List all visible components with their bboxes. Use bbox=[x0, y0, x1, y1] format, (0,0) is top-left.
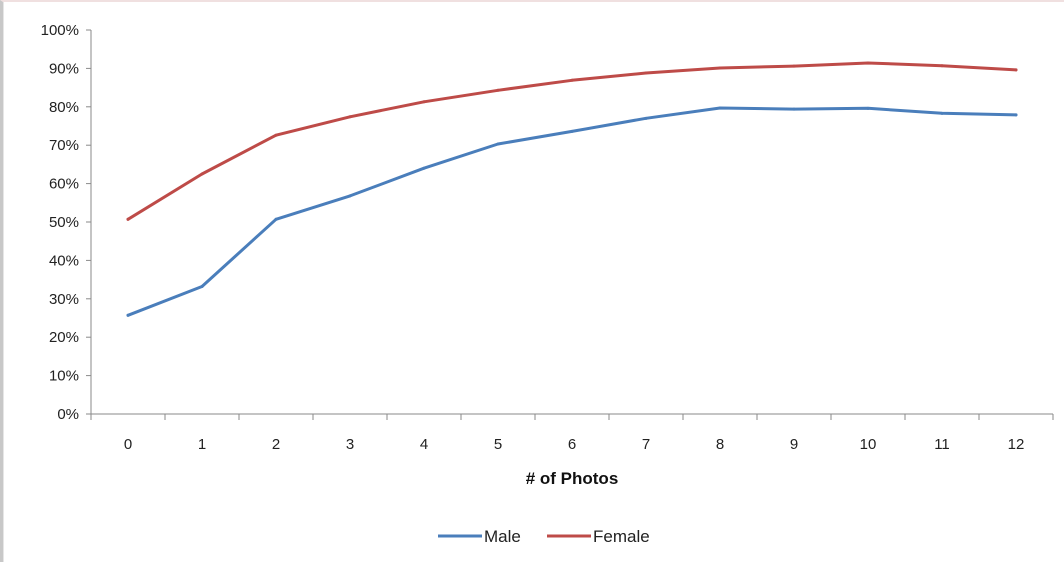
data-point-female bbox=[718, 66, 722, 70]
data-point-male bbox=[348, 194, 352, 198]
data-point-female bbox=[792, 64, 796, 68]
data-point-female bbox=[348, 115, 352, 119]
data-point-male bbox=[200, 285, 204, 289]
data-point-female bbox=[126, 217, 130, 221]
y-tick-label: 90% bbox=[49, 60, 79, 77]
x-tick-label: 3 bbox=[346, 436, 354, 453]
data-point-male bbox=[866, 106, 870, 110]
legend: Male Female bbox=[438, 527, 650, 546]
y-tick-label: 20% bbox=[49, 329, 79, 346]
x-axis-title: # of Photos bbox=[526, 469, 619, 488]
y-tick-label: 60% bbox=[49, 176, 79, 193]
x-axis: 0 1 2 3 4 5 6 7 8 9 10 11 12 bbox=[90, 413, 1054, 453]
legend-label-female: Female bbox=[593, 527, 650, 546]
data-point-female bbox=[1014, 68, 1018, 72]
y-tick-label: 70% bbox=[49, 137, 79, 154]
data-point-female bbox=[940, 64, 944, 68]
legend-label-male: Male bbox=[484, 527, 521, 546]
data-point-male bbox=[940, 111, 944, 115]
x-tick-label: 0 bbox=[124, 436, 132, 453]
data-point-male bbox=[570, 129, 574, 133]
data-point-female bbox=[496, 88, 500, 92]
x-tick-label: 11 bbox=[934, 436, 950, 453]
x-tick-label: 2 bbox=[272, 436, 280, 453]
data-point-female bbox=[570, 78, 574, 82]
x-tick-label: 10 bbox=[860, 436, 877, 453]
x-tick-label: 6 bbox=[568, 436, 576, 453]
series-line-female bbox=[126, 61, 1018, 221]
x-tick-label: 12 bbox=[1008, 436, 1025, 453]
data-point-male bbox=[422, 166, 426, 170]
data-point-male bbox=[1014, 113, 1018, 117]
data-point-female bbox=[200, 172, 204, 176]
y-tick-label: 100% bbox=[41, 22, 79, 39]
y-tick-label: 30% bbox=[49, 291, 79, 308]
x-tick-label: 9 bbox=[790, 436, 798, 453]
series-layer bbox=[126, 61, 1018, 317]
data-point-female bbox=[422, 100, 426, 104]
y-tick-label: 80% bbox=[49, 99, 79, 116]
data-point-male bbox=[644, 116, 648, 120]
data-point-male bbox=[792, 107, 796, 111]
data-point-male bbox=[126, 313, 130, 317]
data-point-female bbox=[274, 133, 278, 137]
y-tick-label: 0% bbox=[57, 406, 79, 423]
x-tick-label: 8 bbox=[716, 436, 724, 453]
data-point-female bbox=[644, 71, 648, 75]
x-tick-label: 5 bbox=[494, 436, 502, 453]
y-axis: 0% 10% 20% 30% 40% 50% 60% 70% 80% 90% 100% bbox=[41, 22, 92, 423]
data-point-male bbox=[718, 106, 722, 110]
y-tick-label: 50% bbox=[49, 214, 79, 231]
x-tick-label: 4 bbox=[420, 436, 428, 453]
data-point-female bbox=[866, 61, 870, 65]
x-tick-label: 1 bbox=[198, 436, 206, 453]
y-tick-label: 10% bbox=[49, 368, 79, 385]
data-point-male bbox=[496, 142, 500, 146]
series-line-male bbox=[126, 106, 1018, 317]
y-tick-label: 40% bbox=[49, 252, 79, 269]
data-point-male bbox=[274, 217, 278, 221]
x-tick-label: 7 bbox=[642, 436, 650, 453]
